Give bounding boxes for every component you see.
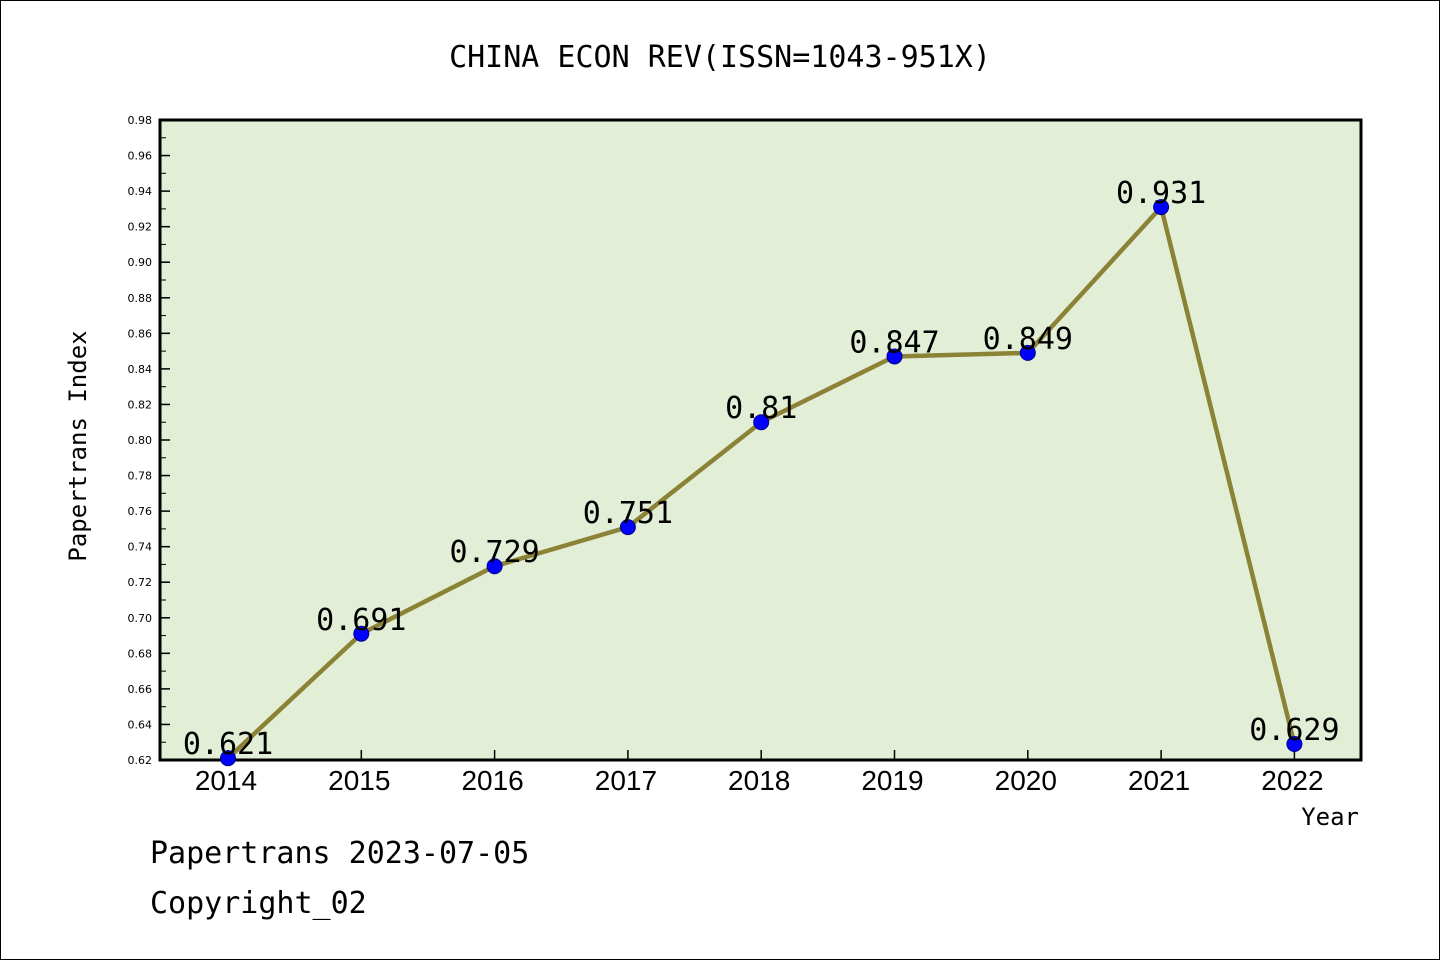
data-point bbox=[486, 558, 503, 575]
y-tick-label: 0.96 bbox=[128, 150, 153, 163]
y-tick-label: 0.74 bbox=[128, 541, 153, 554]
data-point bbox=[619, 519, 636, 536]
x-tick-label: 2022 bbox=[1261, 765, 1323, 796]
y-tick-label: 0.76 bbox=[128, 505, 153, 518]
chart-title: CHINA ECON REV(ISSN=1043-951X) bbox=[449, 40, 991, 75]
y-axis-label: Papertrans Index bbox=[64, 330, 92, 561]
data-label: 0.629 bbox=[1249, 713, 1339, 748]
y-tick-label: 0.86 bbox=[128, 327, 153, 340]
footer-copyright-text: Copyright_02 bbox=[150, 886, 367, 921]
x-tick-label: 2017 bbox=[595, 765, 657, 796]
x-axis: 2014 2015 2016 2017 2018 2019 2020 2021 2022 bbox=[195, 750, 1324, 796]
y-tick-label: 0.72 bbox=[128, 576, 153, 589]
x-tick-label: 2020 bbox=[995, 765, 1057, 796]
x-axis-label: Year bbox=[1301, 803, 1359, 831]
data-point bbox=[220, 750, 236, 767]
data-label: 0.931 bbox=[1116, 176, 1206, 211]
data-label: 0.729 bbox=[449, 535, 539, 570]
data-point bbox=[353, 625, 370, 642]
data-point bbox=[1153, 199, 1170, 216]
data-point bbox=[886, 348, 903, 365]
y-axis: 0.62 0.64 0.66 0.68 0.70 0.72 0.74 0.76 0.78 0.80… bbox=[128, 114, 170, 767]
y-tick-label: 0.94 bbox=[128, 185, 153, 198]
x-tick-label: 2021 bbox=[1128, 765, 1190, 796]
y-tick-label: 0.70 bbox=[128, 612, 153, 625]
y-tick-label: 0.90 bbox=[128, 256, 153, 269]
data-label: 0.847 bbox=[849, 325, 939, 360]
y-tick-label: 0.84 bbox=[128, 363, 153, 376]
y-tick-label: 0.78 bbox=[128, 470, 153, 483]
data-label: 0.81 bbox=[725, 391, 797, 426]
y-tick-label: 0.80 bbox=[128, 434, 153, 447]
y-tick-label: 0.64 bbox=[128, 718, 153, 731]
x-tick-label: 2019 bbox=[861, 765, 923, 796]
data-label: 0.621 bbox=[183, 727, 273, 762]
data-markers bbox=[220, 199, 1303, 767]
y-tick-label: 0.66 bbox=[128, 683, 153, 696]
data-label: 0.849 bbox=[983, 322, 1073, 357]
y-tick-label: 0.88 bbox=[128, 292, 153, 305]
data-point bbox=[1019, 344, 1036, 361]
data-labels: 0.621 0.691 0.729 0.751 0.81 0.847 0.849 0.931 0… bbox=[183, 176, 1340, 762]
x-tick-label: 2014 bbox=[195, 765, 257, 796]
y-tick-label: 0.62 bbox=[128, 754, 153, 767]
x-tick-label: 2015 bbox=[328, 765, 390, 796]
footer-date-text: Papertrans 2023-07-05 bbox=[150, 836, 530, 871]
x-tick-label: 2016 bbox=[461, 765, 523, 796]
data-point bbox=[753, 414, 770, 431]
plot-area bbox=[158, 118, 1363, 762]
data-label: 0.751 bbox=[583, 496, 673, 531]
data-point bbox=[1286, 736, 1303, 752]
y-tick-label: 0.68 bbox=[128, 647, 153, 660]
data-label: 0.691 bbox=[316, 603, 406, 638]
x-tick-label: 2018 bbox=[728, 765, 790, 796]
y-tick-label: 0.92 bbox=[128, 221, 153, 234]
y-tick-label: 0.98 bbox=[128, 114, 153, 127]
y-tick-label: 0.82 bbox=[128, 398, 153, 411]
